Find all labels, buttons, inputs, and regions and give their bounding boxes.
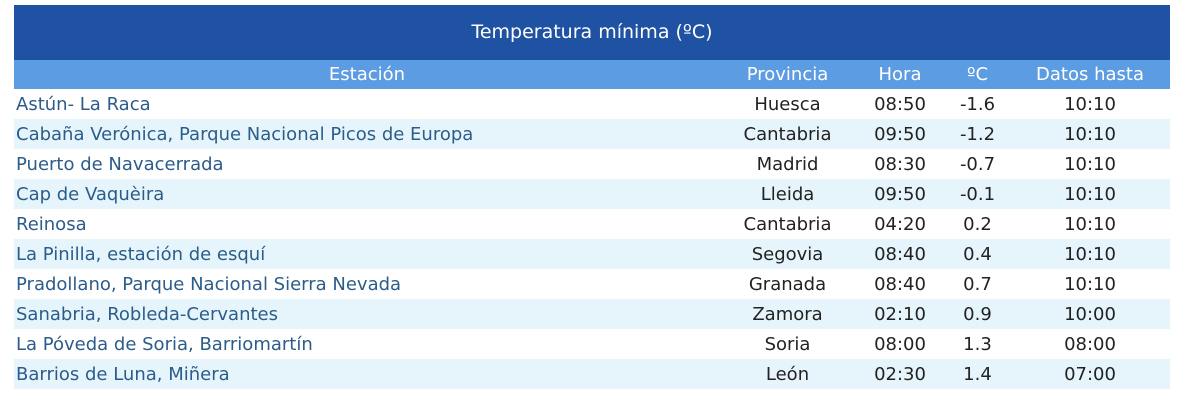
table-cell: 10:00 xyxy=(1010,299,1170,329)
station-cell: Pradollano, Parque Nacional Sierra Nevad… xyxy=(16,273,402,295)
table-cell: Zamora xyxy=(720,299,855,329)
station-cell: Puerto de Navacerrada xyxy=(16,153,224,175)
table-row: Sanabria, Robleda-Cervantes Zamora 02:10 0.… xyxy=(14,299,1170,329)
table-cell: -1.6 xyxy=(959,93,996,115)
table-cell: 02:30 xyxy=(855,359,945,389)
temperature-table: Temperatura mínima (ºC) Estación Provinci… xyxy=(14,5,1170,389)
table-cell: 08:40 xyxy=(874,273,926,295)
table-cell: 08:00 xyxy=(1064,333,1116,355)
table-cell: 08:40 xyxy=(855,239,945,269)
table-title: Temperatura mínima (ºC) xyxy=(14,5,1170,60)
table-cell: 0.2 xyxy=(963,213,992,235)
table-row: Astún- La Raca Huesca 08:50 -1.6 10:10 xyxy=(14,89,1170,119)
table-cell: 10:10 xyxy=(1064,273,1116,295)
table-row: La Pinilla, estación de esquí Segovia 08:4… xyxy=(14,239,1170,269)
table-row: Pradollano, Parque Nacional Sierra Nevad… xyxy=(14,269,1170,299)
table-cell: León xyxy=(720,359,855,389)
table-cell: 02:10 xyxy=(855,299,945,329)
table-cell: -0.7 xyxy=(959,153,996,175)
table-cell: Cantabria xyxy=(720,119,855,149)
table-row: Reinosa Cantabria 04:20 0.2 10:10 xyxy=(14,209,1170,239)
station-cell: Cabaña Verónica, Parque Nacional Picos d… xyxy=(14,119,720,149)
column-header: Hora xyxy=(855,60,945,89)
table-cell: 10:10 xyxy=(1064,153,1116,175)
table-cell: 10:10 xyxy=(1010,119,1170,149)
table-body: Astún- La Raca Huesca 08:50 -1.6 10:10 Cabaña… xyxy=(14,89,1170,389)
table-cell: Soria xyxy=(764,333,811,355)
table-row: Cap de Vaquèira Lleida 09:50 -0.1 10:10 xyxy=(14,179,1170,209)
table-cell: 0.9 xyxy=(945,299,1010,329)
table-cell: 09:50 xyxy=(855,119,945,149)
table-cell: 0.7 xyxy=(963,273,992,295)
table-row: Puerto de Navacerrada Madrid 08:30 -0.7 10:1… xyxy=(14,149,1170,179)
table-row: Barrios de Luna, Miñera León 02:30 1.4 07:00 xyxy=(14,359,1170,389)
table-cell: 04:20 xyxy=(874,213,926,235)
table-cell: -1.2 xyxy=(945,119,1010,149)
table-cell: 0.4 xyxy=(945,239,1010,269)
table-cell: Madrid xyxy=(756,153,819,175)
table-cell: 08:30 xyxy=(874,153,926,175)
table-cell: 1.3 xyxy=(963,333,992,355)
station-cell: Sanabria, Robleda-Cervantes xyxy=(14,299,720,329)
table-cell: 1.4 xyxy=(945,359,1010,389)
station-cell: La Pinilla, estación de esquí xyxy=(14,239,720,269)
table-cell: Huesca xyxy=(754,93,821,115)
table-cell: 10:10 xyxy=(1010,179,1170,209)
table-cell: 10:10 xyxy=(1064,213,1116,235)
table-cell: -0.1 xyxy=(945,179,1010,209)
table-cell: 08:50 xyxy=(874,93,926,115)
station-cell: Astún- La Raca xyxy=(16,93,151,115)
header-row: Estación Provincia Hora ºC Datos hasta xyxy=(14,60,1170,89)
station-cell: Barrios de Luna, Miñera xyxy=(14,359,720,389)
table-cell: 08:00 xyxy=(874,333,926,355)
station-cell: Cap de Vaquèira xyxy=(14,179,720,209)
table-container: Temperatura mínima (ºC) Estación Provinci… xyxy=(14,5,1170,389)
column-header: Estación xyxy=(14,60,720,89)
table-cell: Cantabria xyxy=(743,213,832,235)
column-header: ºC xyxy=(945,60,1010,89)
column-header: Datos hasta xyxy=(1010,60,1170,89)
table-cell: Segovia xyxy=(720,239,855,269)
station-cell: Reinosa xyxy=(16,213,87,235)
column-header: Provincia xyxy=(720,60,855,89)
table-cell: 10:10 xyxy=(1010,239,1170,269)
table-cell: Granada xyxy=(748,273,827,295)
station-cell: La Póveda de Soria, Barriomartín xyxy=(16,333,313,355)
table-cell: 07:00 xyxy=(1010,359,1170,389)
table-cell: 10:10 xyxy=(1064,93,1116,115)
table-row: Cabaña Verónica, Parque Nacional Picos d… xyxy=(14,119,1170,149)
table-row: La Póveda de Soria, Barriomartín Soria 08:… xyxy=(14,329,1170,359)
table-cell: 09:50 xyxy=(855,179,945,209)
table-cell: Lleida xyxy=(720,179,855,209)
